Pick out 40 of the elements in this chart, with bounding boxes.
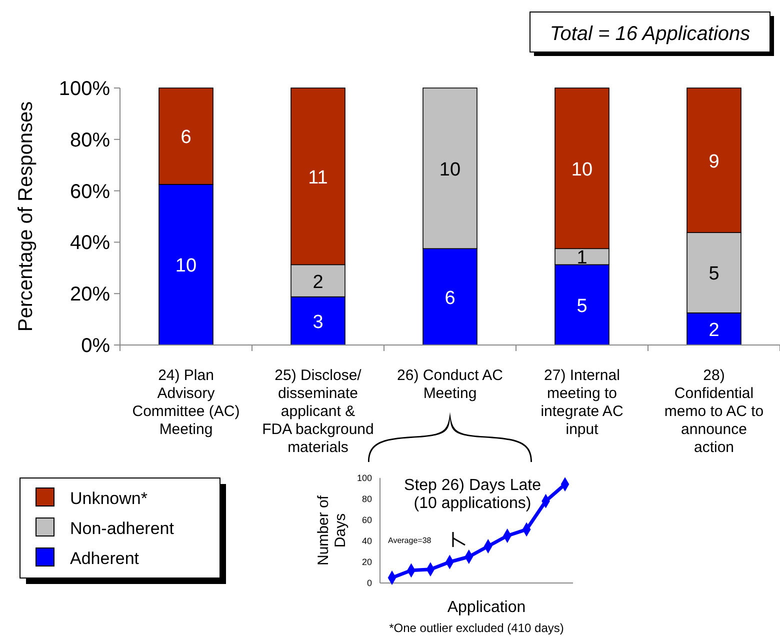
annotation: 9 <box>708 151 720 172</box>
annotation: 2 <box>312 272 324 293</box>
annotation: 1 <box>576 248 588 269</box>
annotation: 10 <box>571 159 593 180</box>
annotation: 10 <box>175 256 197 277</box>
x-axis-title: Application <box>447 599 526 616</box>
y-tick-label: 40 <box>362 536 372 546</box>
y-tick-label: 80% <box>70 129 110 152</box>
legend-label: Non-adherent <box>70 519 174 538</box>
y-axis-title: Percentage of Responses <box>15 101 37 332</box>
x-tick-label: 28) Confidential memo to AC to announce action <box>664 367 764 456</box>
y-tick-label: 80 <box>362 494 372 504</box>
y-tick-label: 0% <box>81 335 110 357</box>
y-tick-label: 100% <box>58 78 110 100</box>
x-tick-label: 25) Disclose/ disseminate applicant & FDA background materials <box>262 367 374 456</box>
annotation: 6 <box>444 288 456 309</box>
annotation: 3 <box>312 312 324 333</box>
text: *One outlier excluded (410 days) <box>389 621 564 635</box>
x-tick-label: 26) Conduct AC Meeting <box>397 367 504 402</box>
legend-label: Unknown* <box>70 489 148 508</box>
legend-label: Adherent <box>70 549 140 568</box>
text: Total = 16 Applications <box>550 23 750 45</box>
y-tick-label: 0 <box>366 578 372 588</box>
annotation: 5 <box>576 296 588 317</box>
annotation: 5 <box>708 264 720 285</box>
y-axis-title: Number of Days <box>315 494 349 566</box>
y-tick-label: 20 <box>362 557 372 567</box>
x-tick-label: 27) Internal meeting to integrate AC input <box>540 367 624 438</box>
annotation: 11 <box>308 167 328 188</box>
y-tick-label: 60% <box>70 180 110 203</box>
y-tick-label: 60 <box>362 515 372 525</box>
annotation: 10 <box>439 159 461 180</box>
annotation: Average=38 <box>388 536 432 545</box>
y-tick-label: 40% <box>70 232 110 254</box>
text: Step 26) Days Late (10 applications) <box>404 477 542 512</box>
x-tick-label: 24) Plan Advisory Committee (AC) Meeting <box>132 367 240 438</box>
y-tick-label: 20% <box>70 284 110 306</box>
annotation: 6 <box>180 127 192 148</box>
annotation: 2 <box>708 320 720 341</box>
y-tick-label: 100 <box>356 473 372 483</box>
